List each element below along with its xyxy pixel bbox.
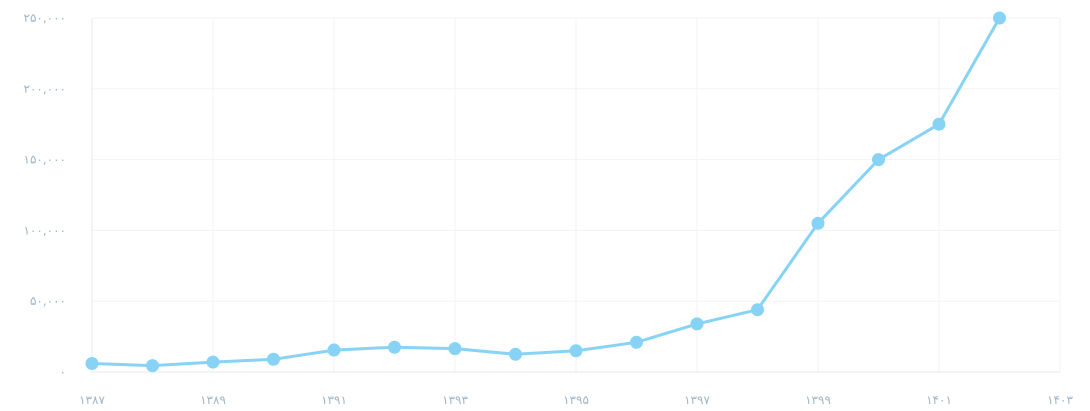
x-tick-label: ۱۳۹۳	[442, 393, 468, 407]
data-point[interactable]	[932, 117, 946, 131]
data-point[interactable]	[448, 342, 462, 356]
y-tick-label: ۰	[60, 365, 66, 379]
data-point[interactable]	[206, 355, 220, 369]
x-tick-label: ۱۳۹۷	[684, 393, 710, 407]
y-tick-label: ۲۵۰,۰۰۰	[24, 11, 67, 25]
x-tick-label: ۱۳۸۹	[200, 393, 226, 407]
series-points	[85, 11, 1006, 373]
y-tick-label: ۲۰۰,۰۰۰	[24, 82, 67, 96]
data-point[interactable]	[267, 352, 280, 366]
data-point[interactable]	[388, 340, 401, 354]
series-line	[90, 16, 1001, 368]
data-point[interactable]	[751, 303, 764, 317]
x-tick-label: ۱۳۹۵	[563, 393, 589, 407]
y-tick-label: ۵۰,۰۰۰	[30, 294, 66, 308]
x-tick-label: ۱۳۹۹	[805, 393, 831, 407]
x-tick-label: ۱۴۰۳	[1047, 393, 1073, 407]
data-point[interactable]	[630, 335, 643, 349]
data-point[interactable]	[85, 357, 99, 371]
data-point[interactable]	[811, 216, 825, 230]
data-point[interactable]	[872, 153, 885, 167]
x-tick-label: ۱۴۰۱	[926, 393, 952, 407]
x-tick-label: ۱۳۸۷	[79, 393, 105, 407]
series-lines	[90, 16, 1001, 368]
grid	[91, 17, 1061, 372]
data-point[interactable]	[690, 317, 704, 331]
data-point[interactable]	[327, 343, 341, 357]
y-tick-label: ۱۰۰,۰۰۰	[24, 223, 67, 237]
data-point[interactable]	[146, 359, 159, 373]
axes: ۰ ۵۰,۰۰۰ ۱۰۰,۰۰۰ ۱۵۰,۰۰۰ ۲۰۰,۰۰۰ ۲۵۰,۰۰۰ ۱۳۸۷ ۱…	[24, 11, 1074, 407]
y-tick-label: ۱۵۰,۰۰۰	[24, 153, 67, 167]
data-point[interactable]	[569, 344, 583, 358]
x-tick-label: ۱۳۹۱	[321, 393, 347, 407]
data-point[interactable]	[509, 347, 522, 361]
data-point[interactable]	[993, 11, 1006, 25]
